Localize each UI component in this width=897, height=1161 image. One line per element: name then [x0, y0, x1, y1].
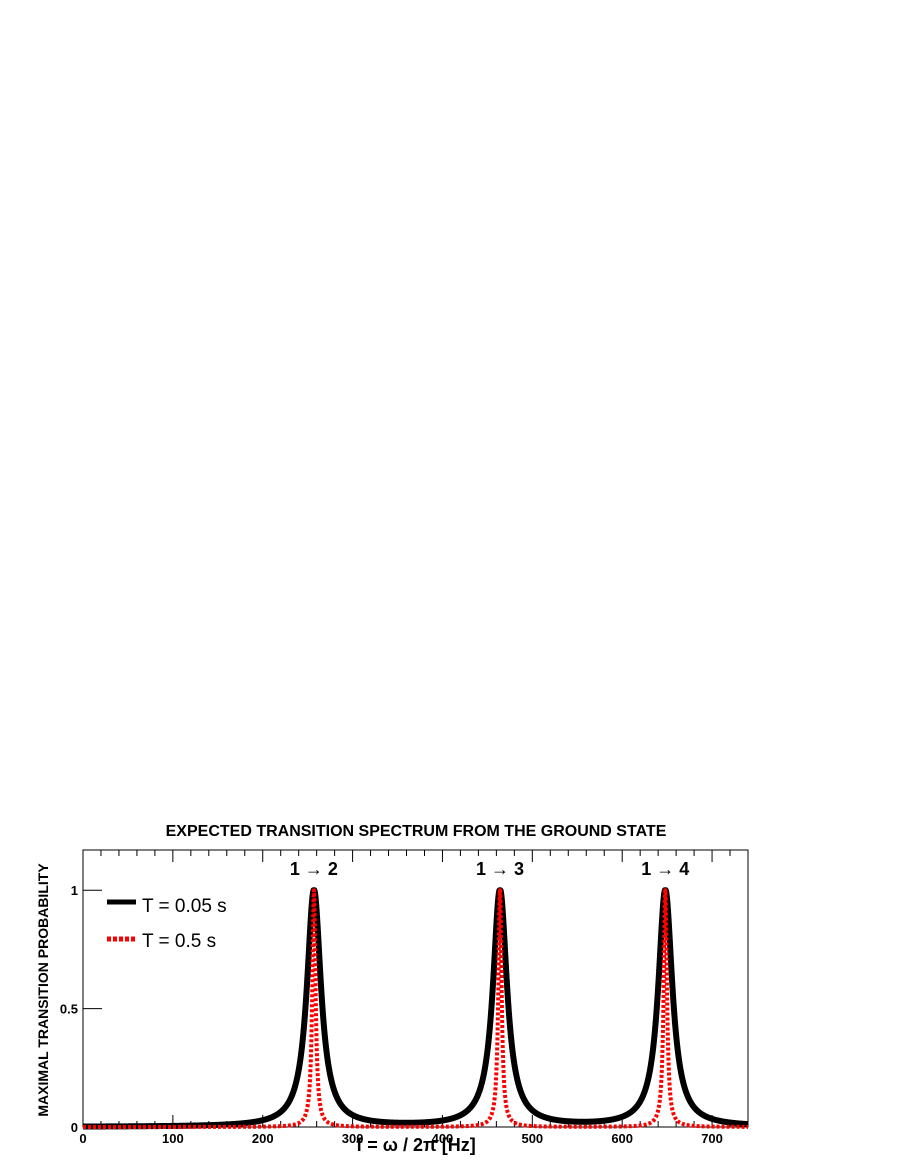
peak-label: 1 → 4 [641, 859, 689, 879]
y-axis-title: MAXIMAL TRANSITION PROBABILITY [35, 863, 51, 1117]
plot-frame [82, 849, 749, 1128]
x-tick-label: 200 [252, 1131, 274, 1146]
series-line-t-0-05 [80, 887, 751, 1130]
x-tick-label: 0 [79, 1131, 86, 1146]
series-layer [80, 887, 751, 1130]
legend-label-t-0-05: T = 0.05 s [142, 896, 227, 917]
peak-label: 1 → 2 [290, 859, 338, 879]
y-axis-ticks: 00.51 [60, 883, 102, 1135]
peak-label: 1 → 3 [476, 859, 524, 879]
x-tick-label: 300 [342, 1131, 364, 1146]
x-tick-label: 100 [162, 1131, 184, 1146]
y-tick-label: 0 [71, 1120, 78, 1135]
y-tick-label: 0.5 [60, 1002, 78, 1017]
x-tick-label: 500 [521, 1131, 543, 1146]
x-tick-label: 700 [701, 1131, 723, 1146]
series-line-t-0-5 [81, 888, 750, 1129]
x-axis-ticks: 0 100 200 300 400 500 600 700 [79, 850, 749, 1146]
legend: T = 0.05 s T = 0.5 s [107, 896, 227, 952]
x-tick-label: 600 [611, 1131, 633, 1146]
x-axis-title: f = ω / 2π [Hz] [356, 1135, 476, 1155]
y-tick-label: 1 [71, 883, 78, 898]
legend-label-t-0-5: T = 0.5 s [142, 931, 216, 952]
x-tick-label: 400 [432, 1131, 454, 1146]
chart-title: EXPECTED TRANSITION SPECTRUM FROM THE GR… [166, 823, 667, 840]
peak-labels: 1 → 2 1 → 3 1 → 4 [290, 859, 689, 879]
